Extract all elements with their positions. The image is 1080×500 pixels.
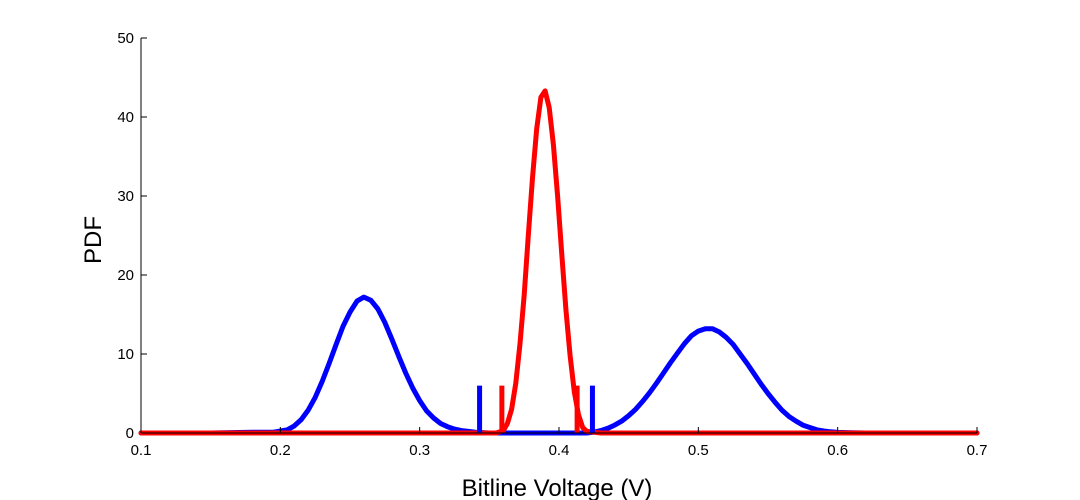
x-tick-label: 0.5	[688, 442, 709, 459]
x-tick-label: 0.6	[827, 442, 848, 459]
x-tick-label: 0.2	[270, 442, 291, 459]
series-line-blue	[138, 294, 980, 436]
x-axis-label: Bitline Voltage (V)	[462, 475, 653, 500]
x-tick-label: 0.3	[409, 442, 430, 459]
y-tick-label: 40	[117, 109, 134, 126]
series-line-red	[138, 88, 980, 436]
y-tick-label: 50	[117, 30, 134, 47]
y-axis-label: PDF	[80, 216, 107, 264]
plot-area	[138, 88, 980, 436]
y-tick-label: 10	[117, 346, 134, 363]
y-tick-label: 0	[126, 425, 134, 442]
y-tick-label: 20	[117, 267, 134, 284]
x-tick-label: 0.4	[549, 442, 570, 459]
x-tick-label: 0.1	[131, 442, 152, 459]
x-tick-label: 0.7	[967, 442, 988, 459]
y-tick-label: 30	[117, 188, 134, 205]
axes: 0.1 0.2 0.3 0.4 0.5 0.6 0.7 0 10 20 30 40 50	[117, 30, 987, 459]
